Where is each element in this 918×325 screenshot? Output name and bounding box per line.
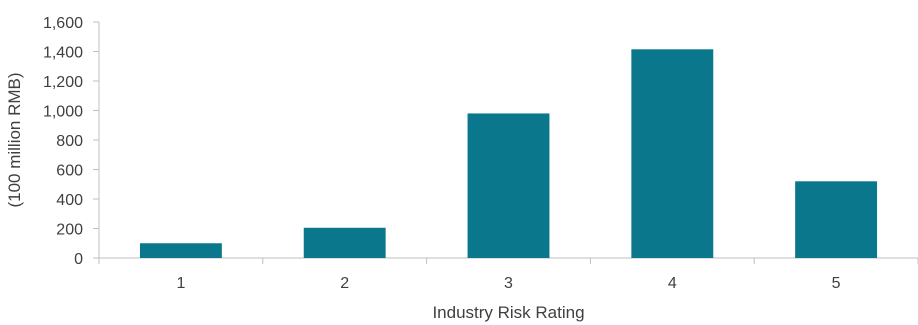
y-axis: 0 200 400 600 800 1,000 1,200 1,400 1,600 [43, 15, 100, 268]
y-tick-label: 400 [56, 192, 83, 209]
y-tick-label: 1,200 [43, 74, 83, 91]
x-tick-label: 3 [504, 275, 513, 292]
y-axis-title: (100 million RMB) [5, 72, 24, 207]
x-tick-label: 4 [668, 275, 677, 292]
bar-rating-5 [795, 181, 878, 258]
bar-rating-3 [467, 113, 550, 258]
y-tick-label: 0 [74, 251, 83, 268]
x-axis: 1 2 3 4 5 [98, 257, 918, 292]
y-tick-label: 200 [56, 222, 83, 239]
y-tick-label: 1,400 [43, 45, 83, 62]
bar-rating-2 [303, 227, 386, 258]
y-tick-label: 1,000 [43, 104, 83, 121]
y-tick-label: 600 [56, 163, 83, 180]
bar-rating-4 [631, 49, 714, 258]
y-tick-label: 1,600 [43, 15, 83, 32]
x-axis-title: Industry Risk Rating [432, 303, 584, 322]
bars [139, 49, 878, 258]
bar-rating-1 [139, 243, 222, 258]
x-tick-label: 1 [176, 275, 185, 292]
x-tick-label: 5 [832, 275, 841, 292]
y-tick-label: 800 [56, 133, 83, 150]
x-tick-label: 2 [340, 275, 349, 292]
